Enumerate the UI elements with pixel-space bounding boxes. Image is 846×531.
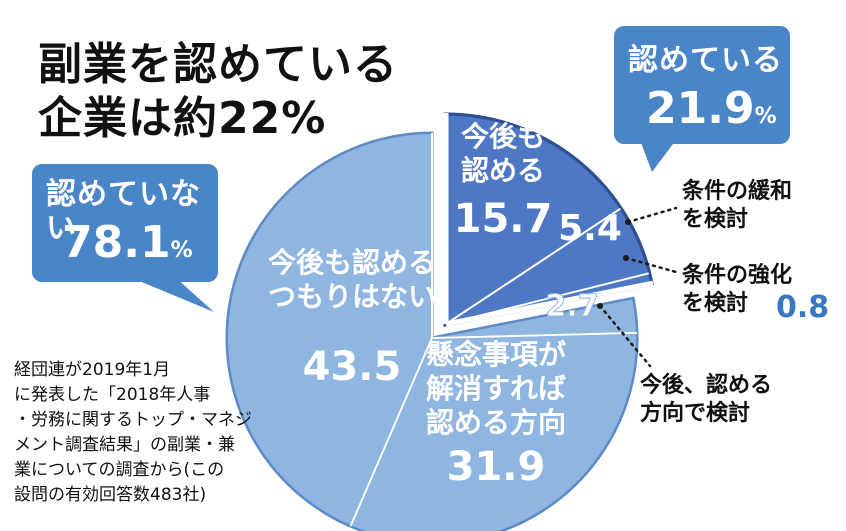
approve-value-wrap: 21.9% <box>646 84 777 134</box>
slice-label-6: 今後も認める <box>268 246 436 279</box>
leader-future-approval-dot <box>597 303 603 309</box>
leader-future-approval <box>598 304 652 368</box>
slice-value-1: 15.7 <box>454 196 553 242</box>
note-line: メント調査結果」の副業・兼 <box>14 435 235 455</box>
title-line-2: 企業は約22% <box>38 93 327 144</box>
leader-ease-conditions <box>626 206 678 224</box>
callout-tighten-line-1: 条件の強化 <box>682 263 793 288</box>
slice-label-5: 解消すれば <box>426 372 566 405</box>
slice-value-2: 5.4 <box>558 208 622 249</box>
callout-ease-line-2: を検討 <box>682 207 749 232</box>
callout-ease-line-1: 条件の緩和 <box>682 179 793 204</box>
slice-divider <box>431 331 637 339</box>
callout-tighten-value: 0.8 <box>776 290 830 325</box>
pie-slice-6 <box>226 131 433 528</box>
chart-title: 副業を認めている 企業は約22% <box>38 38 398 146</box>
approve-bubble: 認めている 21.9% <box>614 26 790 144</box>
slice-divider <box>445 207 621 325</box>
callout-future-line-2: 方向で検討 <box>640 401 751 426</box>
approve-bubble-tail <box>640 140 676 172</box>
explode-gap-right <box>445 280 654 327</box>
slice-value-6: 43.5 <box>303 344 402 390</box>
note-line: 業についての調査から(この <box>14 460 225 480</box>
reject-bubble-tail <box>132 278 214 312</box>
source-note: 経団連が2019年1月 に発表した「2018年人事 ・労務に関するトップ・マネジ… <box>14 358 314 508</box>
callout-future-approval: 今後、認める 方向で検討 <box>640 372 772 428</box>
slice-label-6: つもりはない <box>268 280 436 313</box>
slice-divider <box>349 337 433 527</box>
pie-slice-1 <box>445 114 622 326</box>
callout-ease-conditions: 条件の緩和 を検討 <box>682 178 792 234</box>
slice-value-5: 31.9 <box>447 444 546 490</box>
note-line: に発表した「2018年人事 <box>14 385 211 405</box>
leader-ease-conditions-dot <box>625 219 631 225</box>
approve-unit: % <box>754 104 777 129</box>
reject-label: 認めていない <box>46 177 201 246</box>
title-line-1: 副業を認めている <box>38 39 398 90</box>
reject-unit: % <box>170 238 193 263</box>
reject-bubble: 認めていない 78.1% <box>32 164 218 282</box>
callout-tighten-conditions: 条件の強化 を検討 <box>682 262 792 318</box>
note-line: 設問の有効回答数483社) <box>14 485 207 505</box>
pie-slice-5 <box>349 331 638 531</box>
note-line: 経団連が2019年1月 <box>14 360 171 380</box>
approve-value: 21.9 <box>646 83 755 134</box>
leader-tighten-conditions-dot <box>623 255 629 261</box>
slice-label-5: 懸念事項が <box>426 338 566 371</box>
approve-label: 認めている <box>628 43 783 78</box>
callout-future-line-1: 今後、認める <box>640 373 773 398</box>
note-line: ・労務に関するトップ・マネジ <box>14 410 252 430</box>
leader-tighten-conditions <box>624 256 678 274</box>
slice-label-1: 認める <box>461 154 545 187</box>
slice-value-4: 2.7 <box>545 289 598 324</box>
slice-label-5: 認める方向 <box>426 406 566 439</box>
slice-label-1: 今後も <box>461 120 545 153</box>
callout-tighten-line-2: を検討 <box>682 291 749 316</box>
reject-value: 78.1 <box>62 217 171 268</box>
reject-value-wrap: 78.1% <box>62 218 193 268</box>
